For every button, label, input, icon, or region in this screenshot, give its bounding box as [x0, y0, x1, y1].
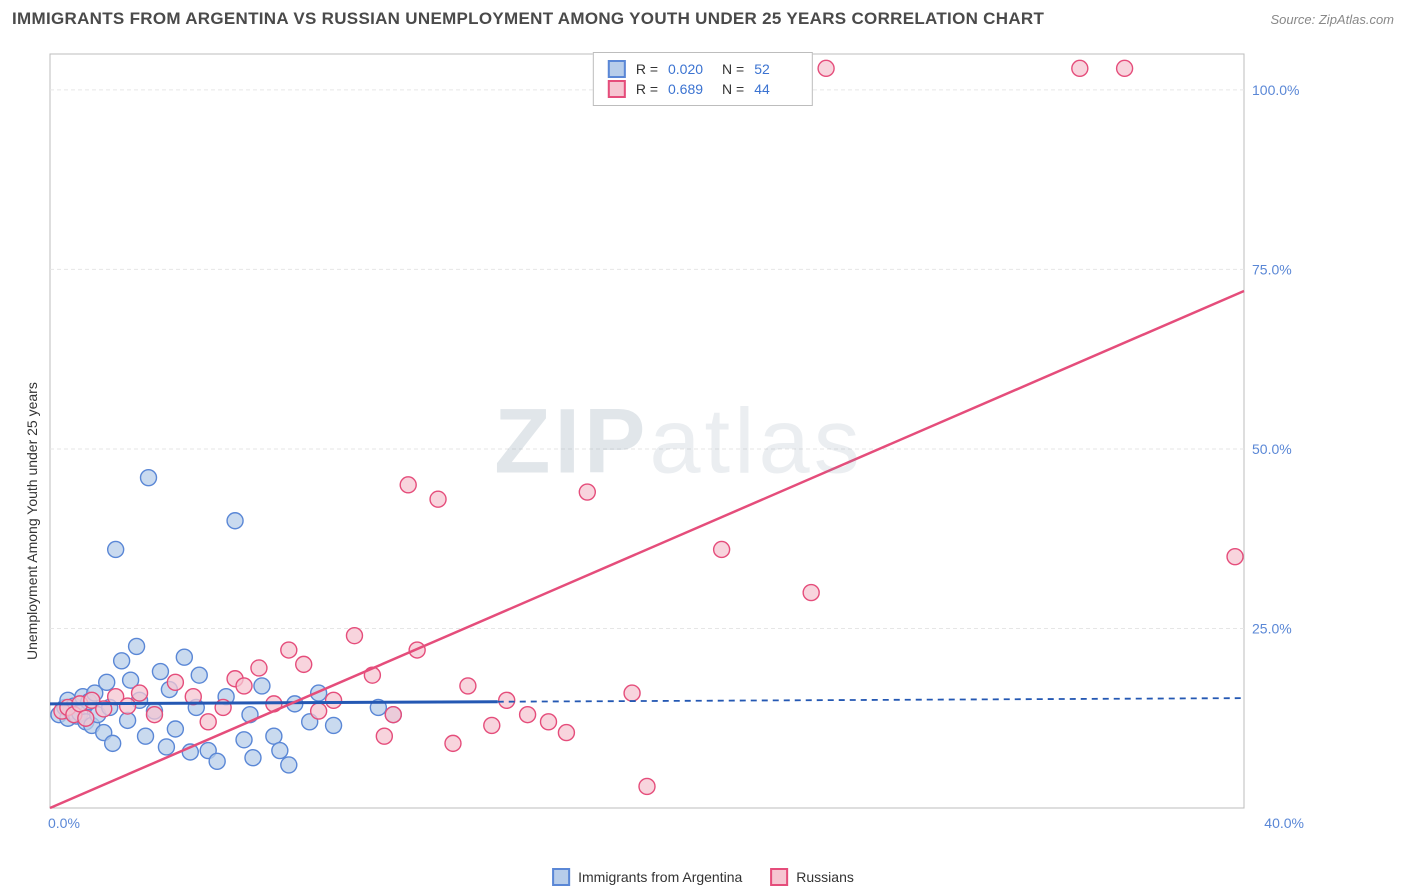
y-axis-label: Unemployment Among Youth under 25 years [24, 382, 40, 660]
legend-swatch-icon [608, 60, 626, 78]
svg-text:0.0%: 0.0% [48, 815, 80, 831]
n-value: 44 [754, 81, 798, 97]
n-value: 52 [754, 61, 798, 77]
stats-legend-row: R = 0.689 N = 44 [608, 79, 798, 99]
r-label: R = [636, 81, 658, 97]
svg-text:40.0%: 40.0% [1264, 815, 1304, 831]
svg-text:25.0%: 25.0% [1252, 620, 1292, 636]
r-value: 0.689 [668, 81, 712, 97]
svg-text:50.0%: 50.0% [1252, 441, 1292, 457]
source-attribution: Source: ZipAtlas.com [1270, 12, 1394, 27]
svg-text:75.0%: 75.0% [1252, 261, 1292, 277]
chart-svg: 25.0% 50.0% 75.0% 100.0% 0.0% 40.0% [44, 48, 1314, 836]
r-label: R = [636, 61, 658, 77]
svg-text:100.0%: 100.0% [1252, 82, 1299, 98]
series-legend: Immigrants from Argentina Russians [552, 868, 854, 886]
legend-label: Russians [796, 869, 854, 885]
legend-label: Immigrants from Argentina [578, 869, 742, 885]
n-label: N = [722, 81, 744, 97]
page-title: IMMIGRANTS FROM ARGENTINA VS RUSSIAN UNE… [12, 9, 1044, 29]
legend-swatch-icon [770, 868, 788, 886]
legend-item: Immigrants from Argentina [552, 868, 742, 886]
legend-item: Russians [770, 868, 854, 886]
legend-swatch-icon [552, 868, 570, 886]
scatter-plot: ZIPatlas 25.0%50.0%75.0%100.0%0.0%40.0% [44, 48, 1314, 836]
stats-legend-row: R = 0.020 N = 52 [608, 59, 798, 79]
n-label: N = [722, 61, 744, 77]
stats-legend: R = 0.020 N = 52 R = 0.689 N = 44 [593, 52, 813, 106]
r-value: 0.020 [668, 61, 712, 77]
legend-swatch-icon [608, 80, 626, 98]
